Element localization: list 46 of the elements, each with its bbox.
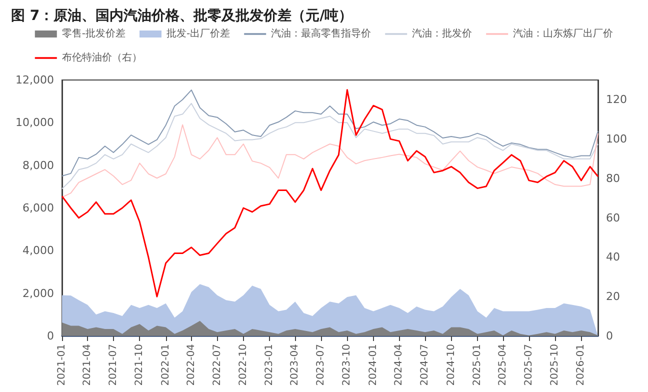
y-tick-label: 6,000 bbox=[22, 202, 54, 214]
x-tick-label: 2022-10 bbox=[238, 344, 249, 386]
y-tick-label: 10,000 bbox=[16, 116, 54, 130]
line-series bbox=[62, 124, 598, 198]
x-tick-label: 2023-07 bbox=[316, 344, 327, 386]
line-series bbox=[62, 102, 598, 190]
legend-label: 零售-批发价差 bbox=[62, 28, 126, 40]
x-tick-label: 2026-01 bbox=[576, 344, 587, 386]
x-tick-label: 2025-10 bbox=[550, 344, 561, 386]
x-tick-label: 2024-10 bbox=[446, 344, 457, 386]
x-tick-label: 2025-07 bbox=[523, 344, 534, 386]
legend-label: 批发-出厂价差 bbox=[166, 28, 230, 40]
x-tick-label: 2021-07 bbox=[108, 344, 119, 386]
y2-tick-label: 20 bbox=[606, 290, 620, 304]
x-tick-label: 2024-07 bbox=[420, 344, 431, 386]
legend-label: 汽油：批发价 bbox=[412, 28, 472, 40]
y2-tick-label: 40 bbox=[606, 250, 620, 264]
y2-tick-label: 80 bbox=[606, 172, 620, 185]
y-tick-label: 12,000 bbox=[16, 74, 54, 86]
x-tick-label: 2021-04 bbox=[82, 344, 94, 386]
x-tick-label: 2024-04 bbox=[394, 344, 405, 386]
x-tick-label: 2023-01 bbox=[264, 344, 276, 386]
y2-tick-label: 60 bbox=[606, 211, 620, 224]
x-tick-label: 2021-10 bbox=[134, 344, 146, 386]
y-tick-label: 8,000 bbox=[22, 158, 54, 172]
y-tick-label: 4,000 bbox=[22, 244, 54, 258]
legend-label: 布伦特油价（右） bbox=[62, 52, 142, 64]
x-tick-label: 2023-10 bbox=[342, 344, 353, 386]
chart-title: 图 7：原油、国内汽油价格、批零及批发价差（元/吨） bbox=[11, 8, 353, 24]
x-tick-label: 2025-01 bbox=[472, 344, 483, 386]
y2-tick-label: 100 bbox=[606, 132, 627, 146]
y-tick-label: 0 bbox=[47, 330, 54, 342]
x-tick-label: 2022-04 bbox=[186, 344, 197, 386]
legend-label: 汽油：最高零售指导价 bbox=[271, 28, 372, 40]
y2-tick-label: 120 bbox=[606, 93, 627, 106]
x-tick-label: 2022-07 bbox=[212, 344, 223, 386]
x-tick-label: 2021-01 bbox=[56, 344, 68, 386]
y-tick-label: 2,000 bbox=[22, 286, 54, 300]
x-tick-label: 2025-04 bbox=[498, 344, 509, 386]
legend-label: 汽油：山东炼厂出厂价 bbox=[513, 28, 614, 40]
line-series bbox=[62, 90, 598, 176]
x-tick-label: 2022-01 bbox=[160, 344, 172, 386]
x-tick-label: 2023-04 bbox=[290, 344, 301, 386]
y2-tick-label: 0 bbox=[606, 330, 613, 342]
line-series bbox=[61, 89, 599, 298]
x-tick-label: 2024-01 bbox=[368, 344, 379, 386]
